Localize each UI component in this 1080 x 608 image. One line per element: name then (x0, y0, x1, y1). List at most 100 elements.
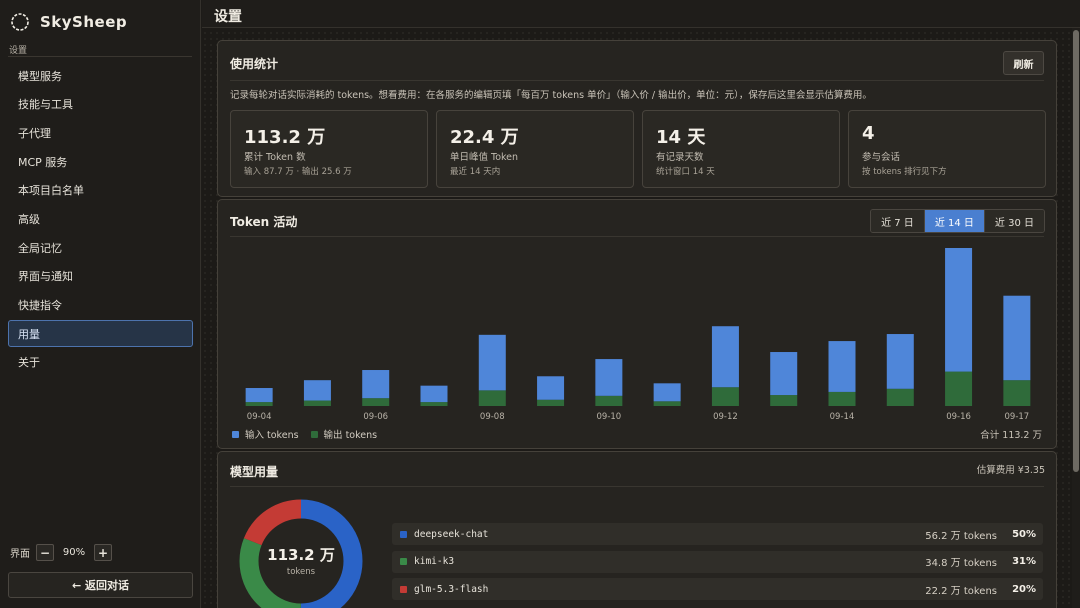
stat-label: 单日峰值 Token (450, 152, 519, 163)
model-tokens: 34.8 万 tokens (925, 558, 997, 569)
stat-sub: 按 tokens 排行见下方 (862, 167, 947, 177)
token-activity-chart: 09-04 09-06 09-08 09-10 09-12 09-14 09-16 09-17 (245, 248, 1031, 422)
bar-output-09-08[interactable] (478, 390, 506, 406)
bar-output-09-11[interactable] (653, 401, 681, 406)
sidebar-item[interactable]: 全局记忆 (18, 241, 62, 255)
legend-input-swatch (232, 430, 239, 438)
back-to-chat-button[interactable]: ← 返回对话 (8, 572, 193, 598)
bar-input-09-16[interactable] (945, 248, 973, 372)
x-tick-label: 09-17 (1005, 412, 1030, 422)
page-title: 设置 (214, 9, 242, 25)
bar-output-09-17[interactable] (1003, 380, 1031, 406)
stat-value: 113.2 万 (244, 127, 326, 148)
x-tick-label: 09-10 (597, 412, 622, 422)
range-button[interactable]: 近 30 日 (984, 210, 1044, 232)
sidebar-item[interactable]: 本项目白名单 (18, 184, 84, 198)
bar-output-09-10[interactable] (595, 395, 623, 406)
refresh-button[interactable]: 刷新 (1003, 51, 1044, 75)
stat-label: 参与会话 (862, 152, 901, 163)
bar-output-09-13[interactable] (770, 395, 798, 406)
stat-tile-sessions: 4 参与会话 按 tokens 排行见下方 (848, 110, 1046, 188)
sidebar-item[interactable]: 技能与工具 (18, 98, 73, 112)
zoom-value: 90% (62, 547, 86, 558)
zoom-label: 界面 (10, 549, 30, 560)
model-row[interactable]: kimi-k3 34.8 万 tokens 31% (392, 550, 1043, 573)
bar-output-09-16[interactable] (945, 371, 973, 406)
model-color-dot (400, 585, 407, 593)
legend-input: 输入 tokens (232, 427, 299, 441)
bar-output-09-09[interactable] (537, 399, 565, 406)
bar-input-09-10[interactable] (595, 359, 623, 396)
bar-input-09-12[interactable] (711, 326, 739, 388)
bar-output-09-15[interactable] (886, 388, 914, 406)
stat-sub: 统计窗口 14 天 (656, 167, 715, 177)
bar-input-09-06[interactable] (362, 370, 390, 399)
stat-tile-days: 14 天 有记录天数 统计窗口 14 天 (642, 110, 840, 188)
sidebar-item[interactable]: 高级 (18, 212, 40, 226)
usage-stats-card: 使用统计 刷新 记录每轮对话实际消耗的 tokens。想看费用：在各服务的编辑页… (217, 40, 1057, 197)
sidebar-item[interactable]: 用量 (8, 320, 193, 348)
model-color-dot (400, 558, 407, 565)
x-tick-label: 09-14 (830, 412, 855, 422)
sidebar-item[interactable]: 子代理 (18, 126, 51, 140)
donut-slice-glm-5.3-flash[interactable] (239, 499, 363, 608)
bar-output-09-05[interactable] (303, 400, 331, 406)
x-tick-label: 09-04 (247, 412, 272, 422)
model-share-donut (239, 499, 363, 608)
card-divider (230, 486, 1044, 487)
bar-input-09-07[interactable] (420, 385, 448, 403)
sidebar-nav: 模型服务技能与工具子代理 MCP 服务本项目白名单 高级全局记忆界面与通知快捷指令用… (8, 62, 193, 378)
usage-title: 使用统计 (230, 57, 279, 71)
range-selector: 近 7 日近 14 日近 30 日 (870, 209, 1045, 233)
chart-total: 合计 113.2 万 (980, 430, 1042, 441)
sheep-logo-icon (11, 13, 29, 31)
sidebar-item[interactable]: 模型服务 (18, 69, 62, 83)
bar-input-09-05[interactable] (303, 380, 331, 401)
scrollbar-thumb[interactable] (1073, 30, 1079, 472)
bar-input-09-15[interactable] (886, 334, 914, 389)
zoom-control: 界面 − 90% + (10, 544, 112, 561)
range-button[interactable]: 近 14 日 (924, 210, 985, 232)
model-tokens: 56.2 万 tokens (925, 530, 997, 542)
activity-title: Token 活动 (230, 215, 298, 229)
card-divider (230, 236, 1044, 237)
sidebar-item[interactable]: MCP 服务 (18, 155, 68, 169)
bar-output-09-07[interactable] (420, 402, 448, 406)
bar-output-09-14[interactable] (828, 391, 856, 406)
sidebar-item[interactable]: 界面与通知 (18, 270, 73, 284)
stat-value: 14 天 (656, 127, 706, 148)
usage-description: 记录每轮对话实际消耗的 tokens。想看费用：在各服务的编辑页填「每百万 to… (230, 90, 872, 101)
bar-input-09-09[interactable] (537, 376, 565, 400)
bar-input-09-14[interactable] (828, 341, 856, 392)
model-tokens: 22.2 万 tokens (925, 585, 997, 597)
sidebar-item[interactable]: 快捷指令 (18, 299, 62, 312)
bar-output-09-06[interactable] (362, 398, 390, 406)
x-tick-label: 09-08 (480, 412, 505, 422)
zoom-out-button[interactable]: − (36, 544, 54, 561)
model-usage-title: 模型用量 (230, 465, 279, 479)
sidebar-item[interactable]: 关于 (18, 356, 40, 370)
range-button[interactable]: 近 7 日 (871, 210, 925, 232)
bar-output-09-12[interactable] (711, 387, 739, 406)
donut-total: 113.2 万 (267, 546, 335, 564)
model-row[interactable]: deepseek-chat 56.2 万 tokens 50% (392, 523, 1043, 545)
brand: SkySheep (10, 12, 127, 32)
bar-input-09-08[interactable] (478, 334, 506, 391)
bar-input-09-17[interactable] (1003, 295, 1031, 381)
model-name: glm-5.3-flash (414, 583, 489, 595)
legend-output: 输出 tokens (310, 427, 377, 441)
model-row[interactable]: glm-5.3-flash 22.2 万 tokens 20% (392, 578, 1043, 600)
bar-input-09-04[interactable] (245, 388, 273, 403)
legend-input-label: 输入 tokens (245, 430, 299, 441)
zoom-in-button[interactable]: + (94, 544, 112, 561)
stat-tile-peak: 22.4 万 单日峰值 Token 最近 14 天内 (436, 110, 634, 188)
sidebar: SkySheep 设置 模型服务 技能与工具 子代理 MCP 服务 本项目白名单 高级 全局… (0, 0, 201, 608)
stat-label: 有记录天数 (656, 152, 704, 163)
stat-sub: 输入 87.7 万 · 输出 25.6 万 (244, 167, 352, 177)
bar-input-09-11[interactable] (653, 383, 681, 402)
bar-output-09-04[interactable] (245, 402, 273, 406)
model-list: deepseek-chat 56.2 万 tokens 50% kimi-k3 34.8… (392, 523, 1043, 606)
model-percent: 31% (1012, 556, 1036, 567)
bar-input-09-13[interactable] (770, 352, 798, 396)
donut-slice-kimi-k3[interactable] (239, 499, 363, 608)
